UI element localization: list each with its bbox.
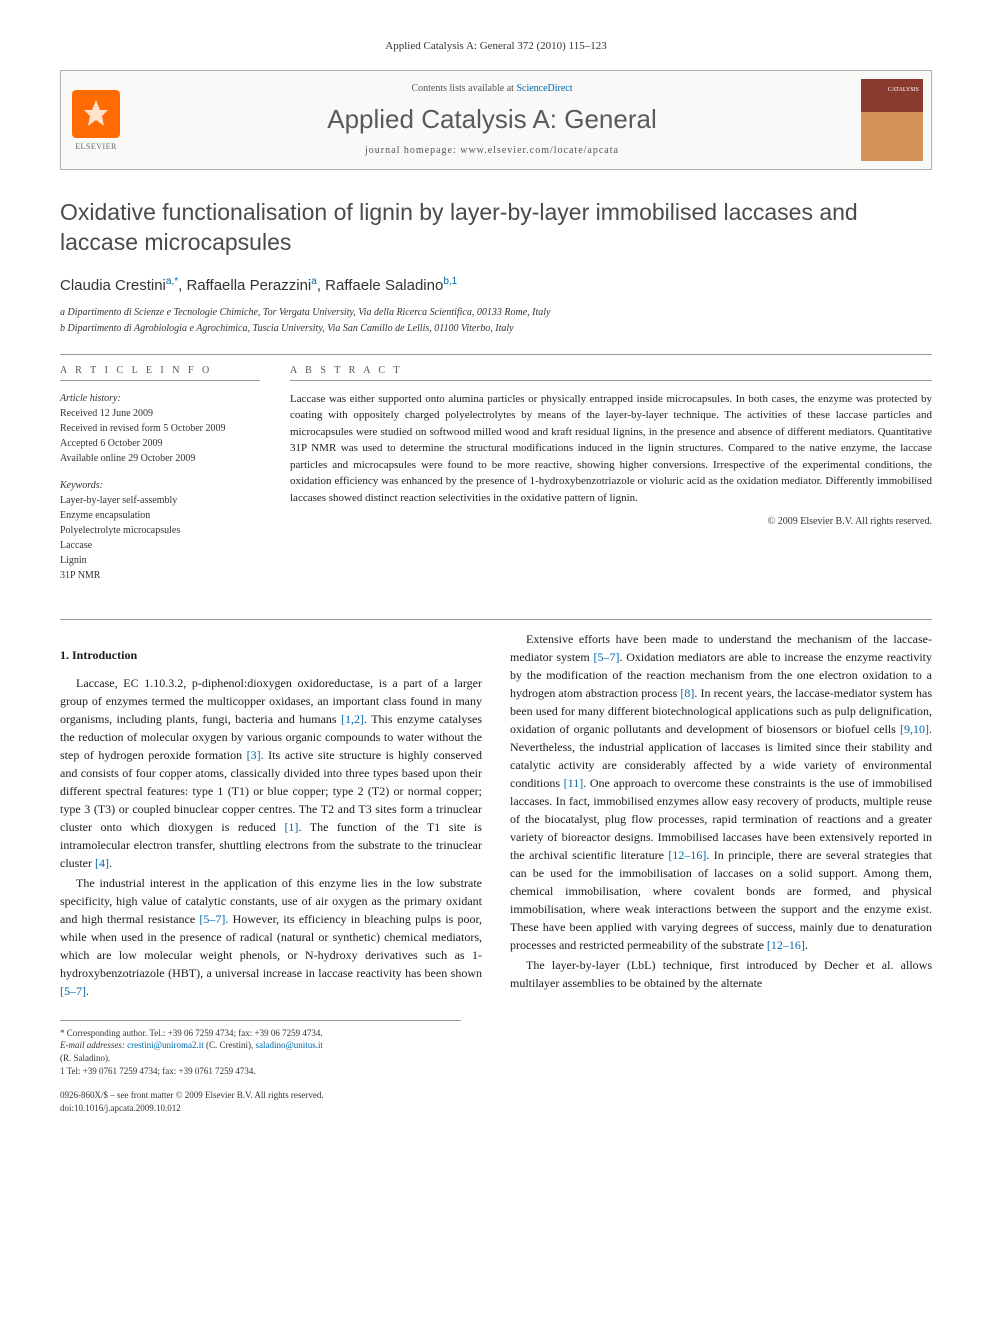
ref-4[interactable]: [4]: [95, 856, 109, 870]
ref-9-10[interactable]: [9,10]: [900, 722, 929, 736]
footnote-1: 1 Tel: +39 0761 7259 4734; fax: +39 0761…: [60, 1065, 461, 1078]
author-3-name: Raffaele Saladino: [325, 277, 443, 294]
keyword-2: Enzyme encapsulation: [60, 508, 260, 523]
history-revised: Received in revised form 5 October 2009: [60, 421, 260, 436]
ref-8[interactable]: [8]: [680, 686, 694, 700]
journal-header-box: ELSEVIER Contents lists available at Sci…: [60, 70, 932, 170]
keyword-4: Laccase: [60, 538, 260, 553]
ref-12-16a[interactable]: [12–16]: [668, 848, 706, 862]
abstract-text: Laccase was either supported onto alumin…: [290, 391, 932, 507]
journal-cover-thumb: CATALYSIS: [853, 71, 931, 169]
ref-12-16b[interactable]: [12–16]: [767, 938, 805, 952]
article-info-panel: A R T I C L E I N F O Article history: R…: [60, 365, 260, 595]
author-2-name: Raffaella Perazzini: [186, 277, 311, 294]
contents-prefix: Contents lists available at: [411, 83, 516, 94]
p1e: .: [109, 856, 112, 870]
history-accepted: Accepted 6 October 2009: [60, 436, 260, 451]
author-1-sup: a,*: [166, 276, 178, 287]
article-info-header: A R T I C L E I N F O: [60, 365, 260, 381]
para-1: Laccase, EC 1.10.3.2, p-diphenol:dioxyge…: [60, 674, 482, 872]
ref-1[interactable]: [1]: [284, 820, 298, 834]
ref-5-7c[interactable]: [5–7]: [593, 650, 619, 664]
author-1: Claudia Crestinia,*: [60, 277, 178, 294]
abstract-header: A B S T R A C T: [290, 365, 932, 381]
affiliations: a Dipartimento di Scienze e Tecnologie C…: [60, 306, 932, 336]
article-title: Oxidative functionalisation of lignin by…: [60, 198, 932, 258]
elsevier-tree-icon: [72, 90, 120, 138]
ref-1-2[interactable]: [1,2]: [341, 712, 364, 726]
elsevier-label: ELSEVIER: [75, 142, 117, 151]
affiliation-b: b Dipartimento di Agrobiologia e Agrochi…: [60, 322, 932, 336]
elsevier-logo: ELSEVIER: [61, 71, 131, 169]
front-matter: 0926-860X/$ – see front matter © 2009 El…: [60, 1089, 932, 1102]
keyword-5: Lignin: [60, 553, 260, 568]
divider-2: [60, 619, 932, 620]
emails-label: E-mail addresses:: [60, 1040, 127, 1050]
doi: doi:10.1016/j.apcata.2009.10.012: [60, 1102, 932, 1115]
author-2-sup: a: [311, 276, 317, 287]
email-crestini[interactable]: crestini@uniroma2.it: [127, 1040, 204, 1050]
cover-label: CATALYSIS: [865, 87, 919, 93]
authors-line: Claudia Crestinia,*, Raffaella Perazzini…: [60, 276, 932, 294]
para-4: The layer-by-layer (LbL) technique, firs…: [510, 956, 932, 992]
author-3: Raffaele Saladinob,1: [325, 277, 457, 294]
para-2: The industrial interest in the applicati…: [60, 874, 482, 1000]
abstract-panel: A B S T R A C T Laccase was either suppo…: [290, 365, 932, 595]
abstract-copyright: © 2009 Elsevier B.V. All rights reserved…: [290, 516, 932, 527]
author-3-sup: b,1: [443, 276, 457, 287]
keyword-1: Layer-by-layer self-assembly: [60, 493, 260, 508]
journal-homepage: journal homepage: www.elsevier.com/locat…: [131, 145, 853, 156]
journal-name: Applied Catalysis A: General: [131, 104, 853, 135]
email2-name: (R. Saladino).: [60, 1052, 461, 1065]
email-saladino[interactable]: saladino@unitus.it: [255, 1040, 323, 1050]
ref-5-7b[interactable]: [5–7]: [60, 984, 86, 998]
affiliation-a: a Dipartimento di Scienze e Tecnologie C…: [60, 306, 932, 320]
ref-11[interactable]: [11]: [564, 776, 584, 790]
author-2: Raffaella Perazzinia: [186, 277, 316, 294]
keyword-6: 31P NMR: [60, 568, 260, 583]
contents-available-line: Contents lists available at ScienceDirec…: [131, 83, 853, 94]
body-text: 1. Introduction Laccase, EC 1.10.3.2, p-…: [60, 630, 932, 1000]
p3f: . In principle, there are several strate…: [510, 848, 932, 952]
email-addresses: E-mail addresses: crestini@uniroma2.it (…: [60, 1039, 461, 1052]
running-header: Applied Catalysis A: General 372 (2010) …: [60, 40, 932, 52]
divider: [60, 354, 932, 355]
email1-name: (C. Crestini),: [204, 1040, 256, 1050]
history-online: Available online 29 October 2009: [60, 451, 260, 466]
footer: 0926-860X/$ – see front matter © 2009 El…: [60, 1089, 932, 1114]
footnotes: * Corresponding author. Tel.: +39 06 725…: [60, 1020, 461, 1077]
p3g: .: [805, 938, 808, 952]
corresponding-author: * Corresponding author. Tel.: +39 06 725…: [60, 1027, 461, 1040]
p2c: .: [86, 984, 89, 998]
ref-3[interactable]: [3]: [247, 748, 261, 762]
history-received: Received 12 June 2009: [60, 406, 260, 421]
ref-5-7a[interactable]: [5–7]: [199, 912, 225, 926]
section-1-heading: 1. Introduction: [60, 646, 482, 664]
keywords-label: Keywords:: [60, 478, 260, 493]
history-label: Article history:: [60, 391, 260, 406]
keyword-3: Polyelectrolyte microcapsules: [60, 523, 260, 538]
sciencedirect-link[interactable]: ScienceDirect: [516, 83, 572, 94]
author-1-name: Claudia Crestini: [60, 277, 166, 294]
para-3: Extensive efforts have been made to unde…: [510, 630, 932, 954]
